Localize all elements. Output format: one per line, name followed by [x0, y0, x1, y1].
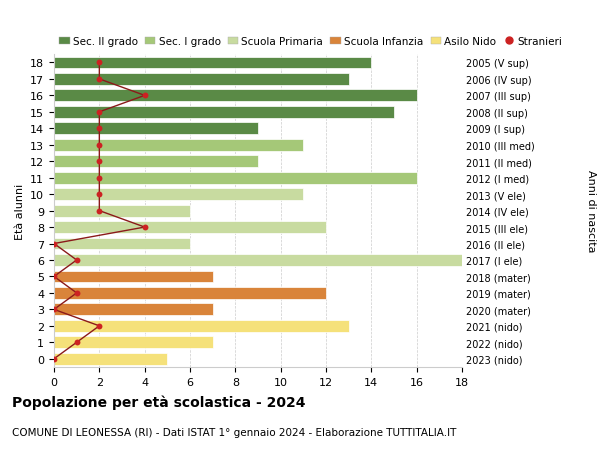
Point [49, 306, 59, 313]
Point [49, 355, 59, 363]
Bar [54, 238, 190, 250]
Point [72, 290, 82, 297]
Y-axis label: Età alunni: Età alunni [14, 183, 25, 239]
Bar [54, 353, 167, 365]
Bar [54, 254, 462, 266]
Point [95, 323, 104, 330]
Bar [54, 123, 258, 135]
Point [95, 60, 104, 67]
Point [140, 224, 149, 231]
Bar [54, 222, 326, 234]
Point [140, 92, 149, 100]
Point [49, 241, 59, 248]
Bar [54, 287, 326, 299]
Point [72, 257, 82, 264]
Bar [54, 271, 212, 283]
Text: COMUNE DI LEONESSA (RI) - Dati ISTAT 1° gennaio 2024 - Elaborazione TUTTITALIA.I: COMUNE DI LEONESSA (RI) - Dati ISTAT 1° … [12, 427, 457, 437]
Bar [54, 173, 416, 184]
Text: Popolazione per età scolastica - 2024: Popolazione per età scolastica - 2024 [12, 395, 305, 409]
Point [49, 273, 59, 280]
Bar [54, 205, 190, 217]
Bar [54, 156, 258, 168]
Bar [54, 304, 212, 316]
Point [95, 109, 104, 116]
Legend: Sec. II grado, Sec. I grado, Scuola Primaria, Scuola Infanzia, Asilo Nido, Stran: Sec. II grado, Sec. I grado, Scuola Prim… [59, 37, 562, 47]
Bar [54, 320, 349, 332]
Point [95, 191, 104, 198]
Point [95, 158, 104, 166]
Point [72, 339, 82, 346]
Point [95, 76, 104, 84]
Bar [54, 106, 394, 118]
Bar [54, 140, 304, 151]
Bar [54, 74, 349, 86]
Bar [54, 336, 212, 348]
Point [95, 174, 104, 182]
Bar [54, 189, 304, 201]
Point [95, 125, 104, 133]
Point [95, 207, 104, 215]
Text: Anni di nascita: Anni di nascita [586, 170, 596, 252]
Point [95, 142, 104, 149]
Bar [54, 57, 371, 69]
Bar [54, 90, 416, 102]
